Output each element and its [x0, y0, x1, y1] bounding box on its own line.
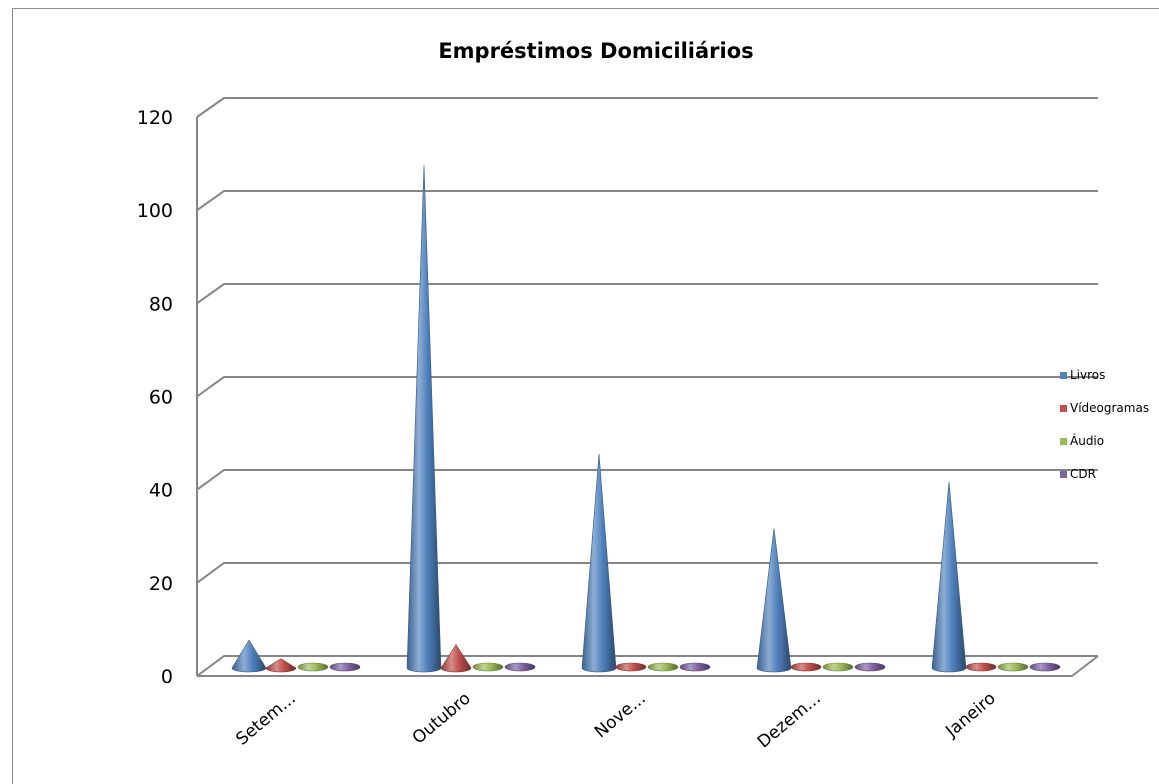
cone-cdr-3	[679, 662, 711, 672]
legend-label: Livros	[1070, 368, 1105, 382]
cone-vídeogramas-2	[440, 644, 472, 673]
gridlines	[196, 97, 1098, 677]
x-tick-label: Janeiro	[941, 689, 999, 743]
legend-swatch	[1060, 405, 1067, 412]
gridline	[196, 562, 1098, 584]
x-tick-label: Setem...	[232, 689, 299, 750]
legend-label: Vídeogramas	[1070, 401, 1149, 415]
cone-livros-3	[581, 453, 617, 673]
floor-edge	[197, 655, 1099, 677]
legend-item: Livros	[1060, 368, 1105, 382]
legend-item: Vídeogramas	[1060, 401, 1149, 415]
gridline	[196, 97, 1098, 118]
cone-áudio-2	[472, 662, 504, 672]
legend-item: Áudio	[1060, 433, 1104, 448]
y-tick-label: 60	[149, 387, 173, 409]
cone-livros-2	[406, 164, 442, 673]
x-tick-label: Outubro	[409, 689, 475, 749]
chart-floor	[197, 655, 1099, 677]
y-tick-label: 120	[137, 107, 173, 129]
y-tick-label: 80	[149, 293, 173, 315]
legend-item: CDR	[1060, 467, 1096, 481]
gridline	[196, 655, 1098, 677]
chart-marks	[231, 164, 1061, 673]
legend-label: Áudio	[1070, 433, 1104, 448]
legend-swatch	[1060, 471, 1067, 478]
y-axis-labels: 0 20 40 60 80 100 120	[137, 107, 173, 688]
cone-cdr-1	[329, 662, 361, 672]
cone-vídeogramas-4	[790, 662, 822, 672]
cone-cdr-2	[504, 662, 536, 672]
gridline	[196, 469, 1098, 491]
cone-áudio-4	[822, 662, 854, 672]
legend-swatch	[1060, 438, 1067, 445]
cone-áudio-3	[647, 662, 679, 672]
y-tick-label: 40	[149, 480, 173, 502]
legend-swatch	[1060, 372, 1067, 379]
cone-áudio-1	[297, 662, 329, 672]
y-tick-label: 20	[149, 573, 173, 595]
legend: Livros Vídeogramas Áudio CDR	[1060, 368, 1149, 481]
gridline	[196, 376, 1098, 398]
y-tick-label: 100	[137, 200, 173, 222]
x-tick-label: Nove...	[591, 689, 650, 743]
cone-vídeogramas-3	[615, 662, 647, 672]
cone-vídeogramas-1	[265, 658, 297, 673]
cone-vídeogramas-5	[965, 662, 997, 672]
gridline	[196, 190, 1098, 211]
cone-livros-5	[931, 481, 967, 673]
cone-cdr-4	[854, 662, 886, 672]
y-tick-label: 0	[161, 666, 173, 688]
cone-cdr-5	[1029, 662, 1061, 672]
chart-title: Empréstimos Domiciliários	[438, 39, 753, 63]
x-tick-label: Dezem...	[754, 689, 825, 753]
gridline	[196, 283, 1098, 305]
cone-livros-4	[756, 528, 792, 673]
x-axis-labels: Setem... Outubro Nove... Dezem... Janeiro	[232, 689, 999, 753]
legend-label: CDR	[1070, 467, 1096, 481]
cone-áudio-5	[997, 662, 1029, 672]
